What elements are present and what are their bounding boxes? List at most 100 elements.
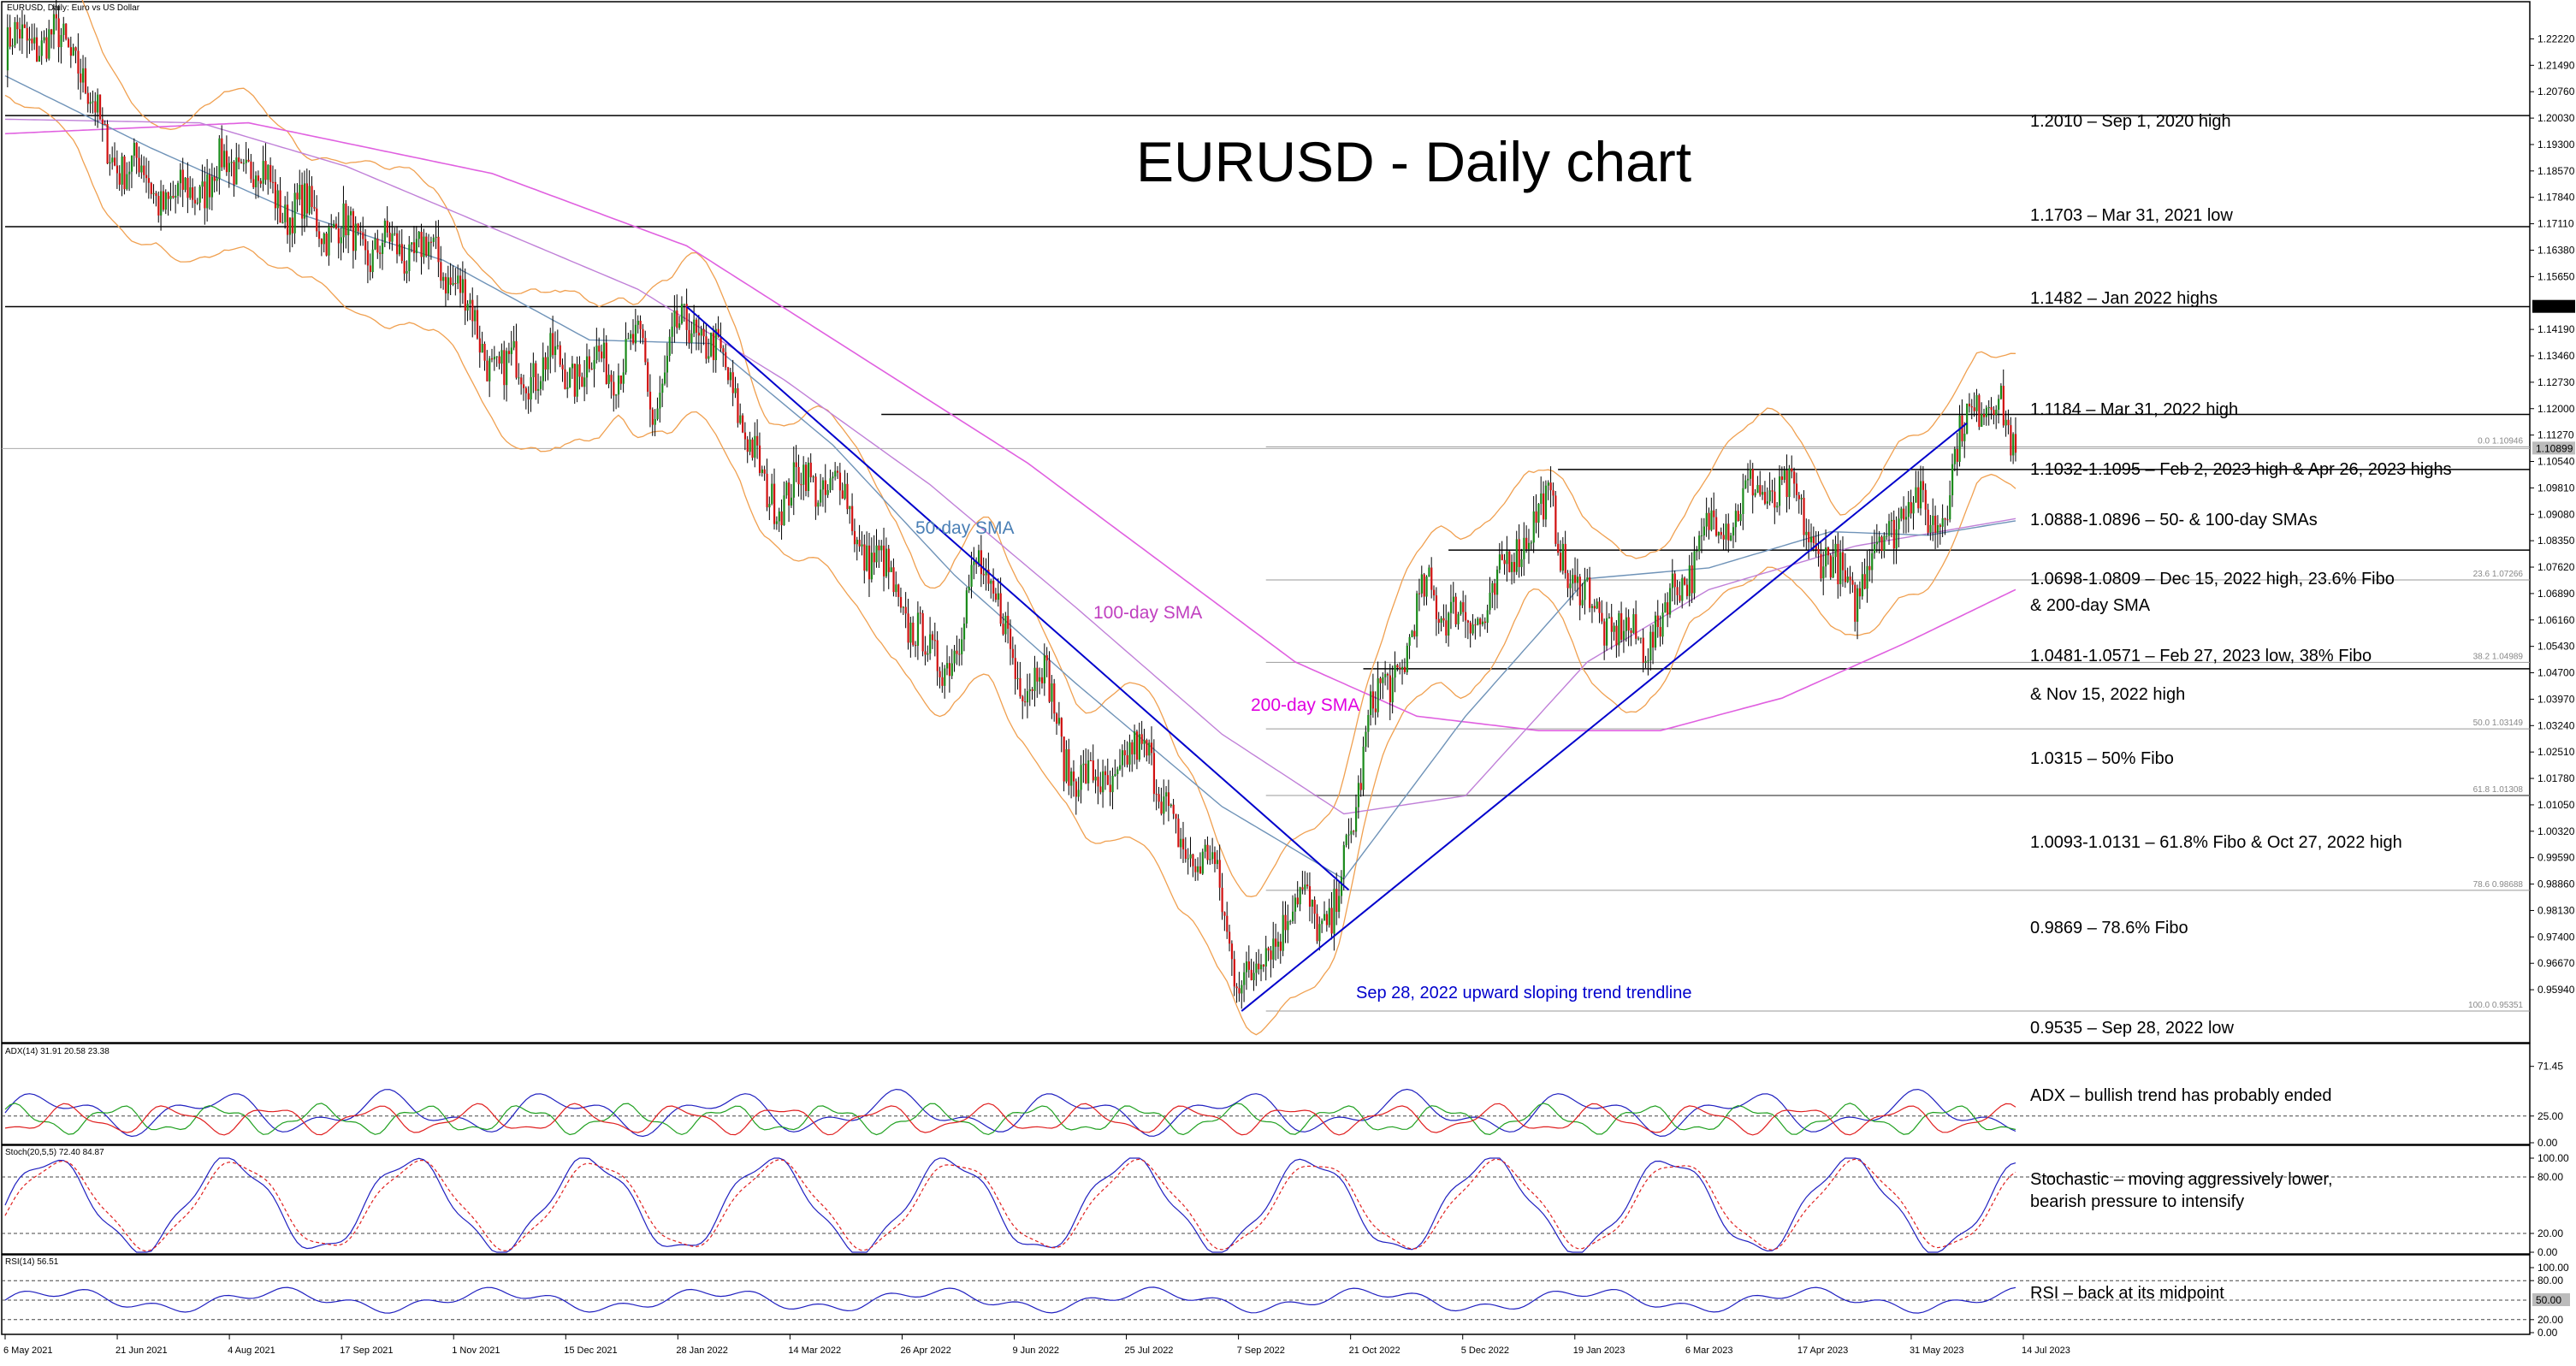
price-tick-label: 0.95940 [2538,984,2575,996]
candle-down [279,190,281,223]
candle-down [259,180,262,184]
level-label-9: 1.0315 – 50% Fibo [2030,749,2174,768]
candle-up [432,238,435,242]
candle-up [673,310,676,327]
stoch-d-line [4,1158,2016,1252]
candle-up [1245,961,1248,973]
candle-down [1181,838,1185,850]
price-tick-label: 1.20030 [2538,112,2575,124]
candle-down [980,550,983,575]
level-label-2: 1.1703 – Mar 31, 2021 low [2030,206,2233,225]
candle-up [2005,419,2007,426]
candle-up [866,545,868,571]
candle-up [1506,551,1508,565]
ind-tick-label: 80.00 [2538,1171,2563,1183]
price-tick-label: 1.08350 [2538,535,2575,547]
candle-down [221,138,223,168]
candle-up [880,545,883,551]
candle-down [1922,481,1925,490]
candle-up [1043,655,1046,683]
candle-down [863,544,866,571]
candle-up [255,175,258,187]
candle-down [1218,860,1221,888]
candle-down [1284,914,1287,931]
price-tick-label: 1.00320 [2538,825,2575,837]
candle-up [230,162,233,163]
candle-up [242,163,246,164]
candle-down [1501,554,1503,560]
candle-down [1053,683,1056,714]
candle-up [1299,887,1301,905]
candle-up [1377,678,1379,713]
candle-up [668,336,671,356]
candle-up [130,155,133,172]
candle-down [1642,637,1644,663]
candle-up [1920,481,1922,509]
candle-down [1308,886,1312,907]
candle-down [1072,771,1075,782]
candle-up [1873,544,1876,553]
candle-down [648,391,652,410]
candle-down [23,24,26,28]
candle-up [1292,911,1294,921]
candle-down [1552,490,1554,496]
candle-up [398,244,401,255]
candle-down [359,231,362,233]
price-tick-label: 1.15650 [2538,270,2575,282]
candle-up [1187,858,1189,860]
candle-up [549,333,552,358]
candle-down [1413,630,1416,637]
candle-up [1742,488,1744,514]
candle-down [115,165,119,174]
ind-tick-label: 0.00 [2538,1327,2558,1339]
sma100-line [4,118,2016,815]
candle-down [1045,655,1048,661]
candle-up [1370,691,1372,715]
price-tick-label: 0.98860 [2538,878,2575,890]
candle-up [281,222,284,223]
candle-down [1854,584,1856,622]
candle-up [1561,543,1564,571]
candle-down [1238,988,1241,994]
candle-up [1384,673,1387,677]
candle-down [1279,941,1282,951]
candle-up [267,164,269,180]
candle-up [1637,638,1640,640]
rsi-line [4,1286,2016,1314]
candle-down [86,92,89,104]
candle-up [812,476,814,478]
candle-up [985,569,987,576]
candle-down [838,472,842,491]
candle-up [1569,583,1572,588]
candle-down [766,473,768,508]
candle-up [428,241,430,256]
candle-up [1900,508,1903,519]
candle-up [333,223,335,228]
candle-up [1788,468,1791,498]
candle-up [1515,539,1518,572]
candle-down [2010,425,2012,456]
candle-down [936,640,939,671]
candle-up [1732,527,1735,536]
candle-down [1774,491,1776,508]
candle-down [1014,658,1016,679]
price-tick-label: 0.96670 [2538,957,2575,969]
candle-down [167,192,169,199]
candle-up [1382,677,1384,683]
candle-up [1165,792,1168,797]
candle-down [705,336,708,359]
candle-up [1272,938,1275,960]
candle-up [349,210,352,216]
candle-up [1408,636,1411,646]
candle-down [1445,620,1448,636]
candle-down [1152,753,1156,795]
ind-tick-label: 20.00 [2538,1227,2563,1239]
candle-up [754,435,756,458]
candle-down [1423,574,1425,597]
candle-up [1632,614,1635,633]
candle-up [1401,666,1404,670]
candle-up [1527,542,1531,550]
candle-up [417,232,420,239]
candle-down [873,553,875,563]
candle-up [1304,884,1306,890]
